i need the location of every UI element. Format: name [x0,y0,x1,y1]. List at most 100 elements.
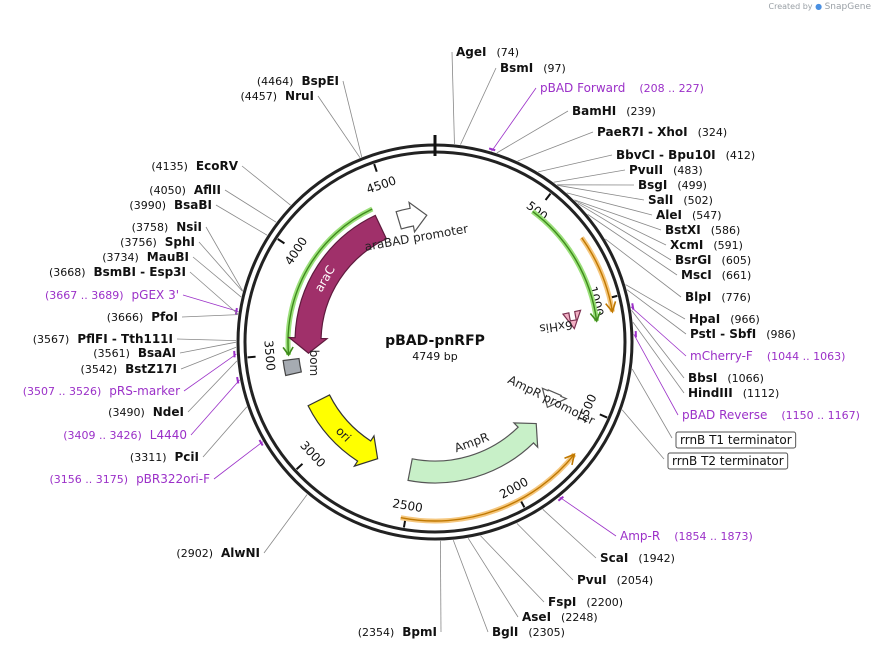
site-msci: MscI (661) [681,268,751,282]
scale-tick-4000 [277,238,285,245]
site-connector-asei [467,538,519,618]
site-connector-pvui [516,523,574,581]
site-connector-bamhi [496,110,569,154]
site-bpmi: BpmI (2354) [358,625,437,639]
site-pos-hpai: (966) [730,313,760,326]
primer-mark-pbr322ori-f [258,439,264,446]
site-connector-paer7i [517,131,594,162]
site-connector-bstz17i [180,346,237,370]
scale-label-4500: 4500 [365,173,398,196]
terminator-label-rrnb-t2-terminator: rrnB T2 terminator [672,454,784,468]
feature-label-bom: bom [307,350,321,377]
site-name-alei: AleI [656,208,682,222]
watermark-brand: SnapGene [824,2,871,12]
site-connector-bsaai [179,341,237,354]
pnrfp-outline-arrowhead [589,311,601,323]
site-name-paer7i: PaeR7I - XhoI [597,125,688,139]
site-name-nrui: NruI [285,89,314,103]
site-pos-pbad-reverse: (1150 .. 1167) [781,409,860,422]
site-name-prs-marker: pRS-marker [109,384,180,398]
site-connector-hpai [625,284,686,320]
site-bbsi: BbsI (1066) [688,371,764,385]
site-connector-pbad-reverse [633,334,679,416]
site-pos-mcherry-f: (1044 .. 1063) [767,350,846,363]
site-pos-pvuii: (483) [673,164,703,177]
site-connector-sphi [198,241,243,292]
site-name-sali: SalI [648,193,673,207]
site-name-bpmi: BpmI [402,625,437,639]
site-connector-bbsi [631,309,685,379]
site-connector-xcmi [575,200,667,246]
site-xcmi: XcmI (591) [670,238,743,252]
site-connector-bsabi [215,204,268,236]
terminator-box-rrnb-t1-terminator [675,431,797,449]
site-pos-bstz17i: (3542) [81,363,118,376]
site-pos-sali: (502) [683,194,713,207]
site-name-pvuii: PvuII [629,163,663,177]
site-scai: ScaI (1942) [600,551,675,565]
site-name-pbad-reverse: pBAD Reverse [682,408,767,422]
site-bstxi: BstXI (586) [665,223,740,237]
site-pos-bsaai: (3561) [93,347,130,360]
scale-label-3500: 3500 [261,340,277,372]
site-pos-bamhi: (239) [626,105,656,118]
scale-label-4000: 4000 [282,234,310,267]
site-bsmi: BsmI (97) [500,61,566,75]
site-name-pfoi: PfoI [151,310,178,324]
feature-6xhis [561,309,582,330]
site-pos-ndei: (3490) [108,406,145,419]
site-pos-bpmi: (2354) [358,626,395,639]
site-pos-bsmi: (97) [543,62,566,75]
site-pos-paer7i: (324) [698,126,728,139]
site-pos-xcmi: (591) [713,239,743,252]
site-pbad-forward: pBAD Forward (208 .. 227) [540,81,704,95]
site-pvuii: PvuII (483) [629,163,703,177]
site-ecorv: EcoRV (4135) [151,159,238,173]
site-connector-mcherry-f [630,306,687,357]
6xhis-region-arrowhead [605,301,617,314]
site-name-scai: ScaI [600,551,628,565]
ampr-outline-arrowhead [564,453,576,466]
site-agei: AgeI (74) [456,45,519,59]
site-pos-prs-marker: (3507 .. 3526) [23,385,102,398]
site-name-bgli: BglI [492,625,518,639]
site-sali: SalI (502) [648,193,713,207]
site-connector-alwni [263,494,308,554]
site-pbad-reverse: pBAD Reverse (1150 .. 1167) [682,408,860,422]
arac-outline-line [287,208,373,356]
site-name-maubi: MauBI [147,250,189,264]
site-name-pflfi: PflFI - Tth111I [77,332,173,346]
feature-arac [287,214,388,354]
site-pos-alwni: (2902) [176,547,213,560]
primer-mark-pbad-forward [488,147,496,152]
site-connector-rrnb-t1-terminator [631,368,673,439]
primer-mark-amp-r [557,495,564,502]
scale-tick-500 [544,193,552,201]
site-pos-bsabi: (3990) [129,199,166,212]
site-name-psti: PstI - SbfI [690,327,756,341]
site-connector-alei [566,192,653,216]
site-connector-pflfi [176,338,237,342]
site-pos-pvui: (2054) [617,574,654,587]
site-name-blpi: BlpI [685,290,711,304]
site-connector-bsrgi [577,203,672,261]
site-bsaai: BsaAI (3561) [93,346,176,360]
feature-arabad-promoter [395,201,428,234]
feature-ori [307,394,379,468]
site-pos-nsii: (3758) [132,221,169,234]
site-connector-prs-marker [183,353,237,392]
site-pos-pbad-forward: (208 .. 227) [639,82,704,95]
site-pcii: PciI (3311) [130,450,199,464]
site-name-pcii: PciI [175,450,200,464]
site-pos-bbsi: (1066) [727,372,764,385]
site-pos-pgex-3: (3667 .. 3689) [45,289,124,302]
site-pgex-3: pGEX 3' (3667 .. 3689) [45,288,179,302]
feature-ampr [407,422,539,484]
site-pvui: PvuI (2054) [577,573,653,587]
site-asei: AseI (2248) [522,610,598,624]
site-pos-agei: (74) [496,46,519,59]
site-connector-rrnb-t2-terminator [621,409,665,460]
feature-label-6xhis: 6xHis [539,318,574,336]
